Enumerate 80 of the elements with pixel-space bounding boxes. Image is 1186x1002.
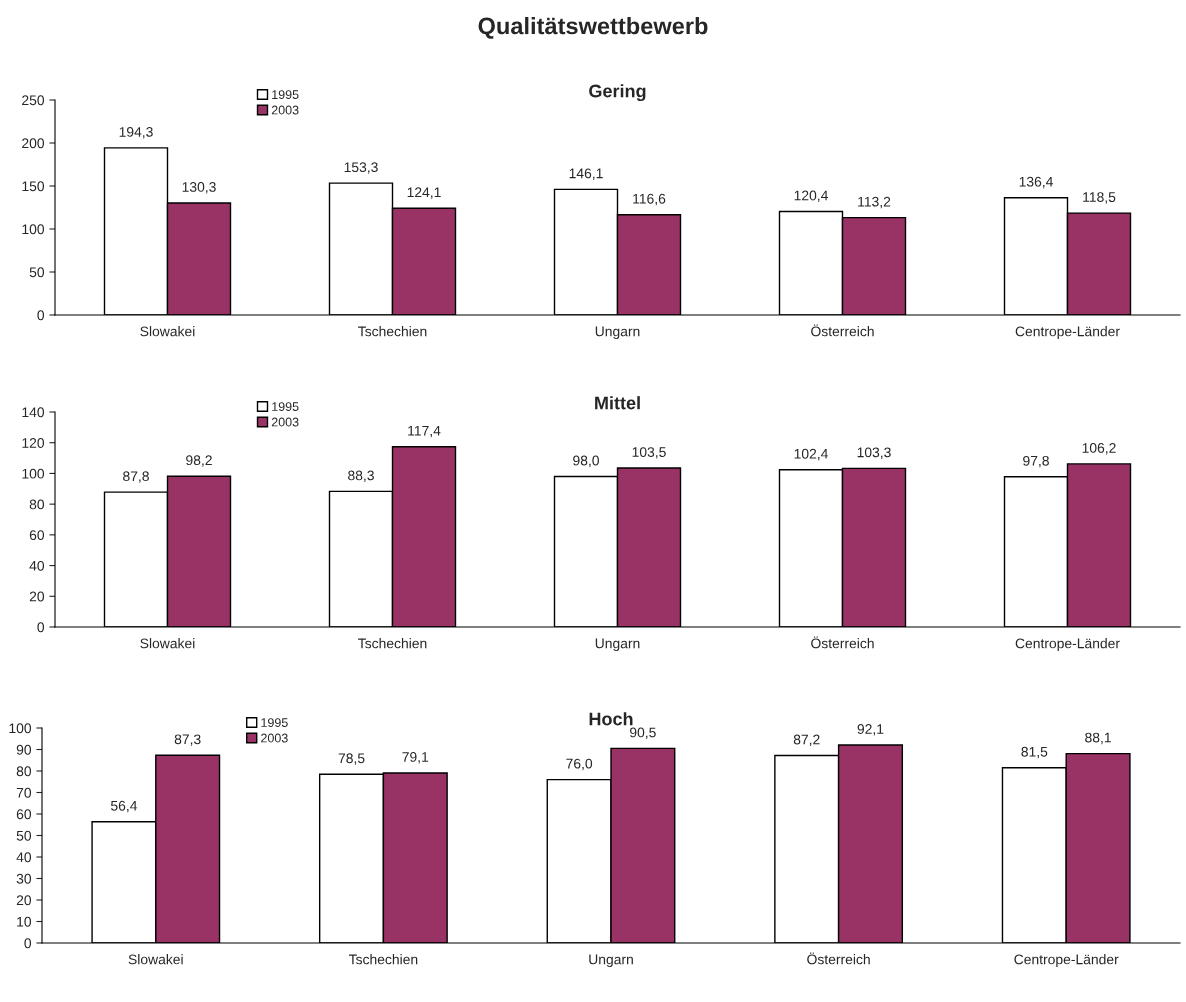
- data-label: 81,5: [1021, 746, 1048, 759]
- y-tick-label: 50: [29, 267, 45, 278]
- data-label: 87,2: [793, 734, 820, 747]
- data-label: 120,4: [794, 190, 828, 203]
- x-tick-label: Slowakei: [140, 326, 195, 337]
- x-tick-label: Österreich: [811, 636, 874, 649]
- data-label: 136,4: [1019, 176, 1053, 189]
- y-tick-label: 0: [24, 938, 32, 949]
- y-tick-label: 100: [22, 224, 45, 235]
- data-label: 78,5: [338, 753, 365, 765]
- y-tick-label: 40: [16, 852, 32, 863]
- y-tick-label: 200: [22, 138, 45, 149]
- x-tick-label: Österreich: [807, 952, 870, 965]
- data-label: 88,3: [348, 470, 374, 482]
- y-tick-label: 70: [16, 787, 32, 798]
- y-tick-label: 50: [16, 830, 32, 841]
- y-tick-label: 140: [22, 407, 45, 418]
- chart-title: Hoch: [589, 712, 633, 726]
- y-tick-label: 100: [9, 723, 32, 734]
- x-tick-label: Ungarn: [595, 326, 640, 340]
- data-label: 153,3: [344, 162, 378, 174]
- data-label: 130,3: [182, 182, 216, 194]
- data-label: 102,4: [794, 448, 828, 461]
- chart-title: Qualitätswettbewerb: [478, 17, 708, 39]
- data-label: 79,1: [402, 752, 429, 764]
- y-tick-label: 100: [22, 468, 45, 479]
- legend-label: 2003: [271, 417, 299, 427]
- chart-title: Mittel: [595, 396, 640, 410]
- data-label: 118,5: [1083, 192, 1116, 204]
- data-label: 92,1: [857, 724, 884, 736]
- legend-label: 2003: [261, 733, 288, 743]
- data-label: 98,0: [573, 455, 599, 468]
- chart-subtitle: Gering: [589, 84, 646, 102]
- x-tick-label: Centrope-Länder: [1014, 954, 1119, 968]
- y-tick-label: 90: [16, 744, 32, 755]
- data-label: 76,0: [566, 758, 593, 771]
- y-tick-label: 250: [22, 95, 45, 106]
- data-label: 116,6: [633, 193, 666, 206]
- x-tick-label: Österreich: [811, 324, 874, 337]
- data-label: 87,3: [174, 734, 201, 746]
- data-label: 113,2: [858, 196, 891, 209]
- legend-label: 2003: [271, 105, 299, 115]
- data-label: 98,2: [186, 455, 212, 467]
- y-tick-label: 80: [16, 766, 32, 777]
- y-tick-label: 20: [29, 591, 45, 602]
- y-tick-label: 10: [17, 916, 32, 927]
- y-tick-label: 60: [16, 809, 32, 820]
- x-tick-label: Tschechien: [348, 954, 418, 965]
- data-label: 124,1: [407, 187, 441, 199]
- x-tick-label: Ungarn: [589, 954, 633, 968]
- data-label: 56,4: [110, 800, 138, 813]
- y-tick-label: 120: [22, 438, 45, 448]
- x-tick-label: Centrope-Länder: [1015, 638, 1120, 652]
- x-tick-label: Slowakei: [128, 954, 183, 965]
- legend-label: 1995: [272, 402, 299, 411]
- x-tick-label: Centrope-Länder: [1015, 326, 1120, 340]
- y-tick-label: 40: [29, 560, 45, 571]
- y-tick-label: 60: [29, 530, 45, 541]
- legend-label: 1995: [272, 90, 299, 99]
- y-tick-label: 150: [22, 181, 45, 192]
- data-label: 90,5: [630, 727, 656, 739]
- y-tick-label: 20: [16, 895, 32, 906]
- data-label: 88,1: [1085, 732, 1111, 745]
- y-tick-label: 0: [37, 622, 45, 633]
- y-tick-label: 80: [29, 499, 45, 510]
- data-label: 194,3: [119, 126, 153, 139]
- x-tick-label: Ungarn: [595, 638, 640, 652]
- data-label: 106,2: [1082, 442, 1116, 455]
- data-label: 103,3: [857, 447, 891, 459]
- x-tick-label: Tschechien: [358, 326, 427, 337]
- data-label: 97,8: [1023, 455, 1049, 468]
- data-label: 117,4: [408, 425, 441, 438]
- data-label: 103,5: [632, 447, 666, 459]
- y-tick-label: 30: [16, 873, 32, 884]
- x-tick-label: Slowakei: [140, 638, 195, 649]
- y-tick-label: 0: [37, 310, 45, 321]
- data-label: 146,1: [569, 168, 603, 180]
- x-tick-label: Tschechien: [358, 638, 427, 649]
- legend-label: 1995: [261, 718, 288, 727]
- data-label: 87,8: [123, 471, 149, 483]
